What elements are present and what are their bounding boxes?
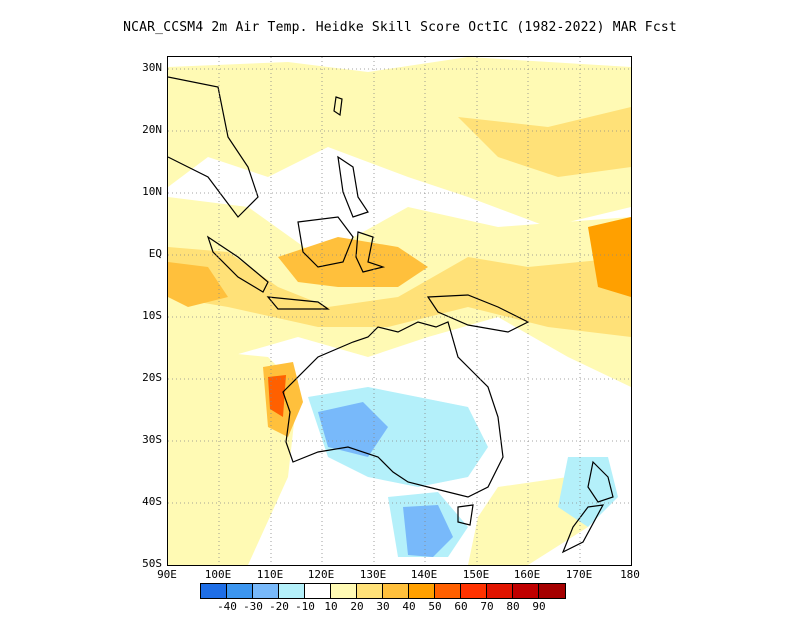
colorbar-label-10: 70 [480, 600, 494, 613]
colorbar-swatch-9 [435, 584, 461, 598]
colorbar-label-2: -20 [269, 600, 289, 613]
colorbar-label-12: 90 [532, 600, 546, 613]
colorbar-label-8: 50 [428, 600, 442, 613]
lat-label-10s: 10S [142, 309, 162, 322]
lon-label-150e: 150E [462, 568, 490, 581]
lon-label-180: 180 [620, 568, 640, 581]
borneo-coastline [297, 216, 354, 268]
mainland-sea-coastline [168, 76, 259, 218]
shade-blue-australia-mid [318, 402, 388, 457]
lon-label-170e: 170E [565, 568, 593, 581]
tasmania-coastline [457, 504, 474, 526]
colorbar-label-1: -30 [243, 600, 263, 613]
colorbar-swatch-13 [539, 584, 565, 598]
colorbar-swatch-3 [279, 584, 305, 598]
colorbar-swatch-11 [487, 584, 513, 598]
australia-coastline [282, 321, 504, 498]
lat-label-40s: 40S [142, 495, 162, 508]
java-coastline [266, 296, 330, 310]
shading-layer [168, 57, 631, 565]
shade-blue-south-mid [403, 505, 453, 557]
colorbar-label-9: 60 [454, 600, 468, 613]
map-panel [167, 56, 632, 566]
shade-orange-eq-west [168, 262, 228, 307]
lat-label-10n: 10N [142, 185, 162, 198]
lat-label-50s: 50S [142, 557, 162, 570]
lon-label-100e: 100E [204, 568, 232, 581]
sulawesi-coastline [355, 231, 386, 273]
shade-orange-east [588, 217, 631, 297]
colorbar-label-5: 20 [350, 600, 364, 613]
colorbar-swatch-7 [383, 584, 409, 598]
lon-label-120e: 120E [307, 568, 335, 581]
graticule [168, 57, 631, 565]
lat-label-20s: 20S [142, 371, 162, 384]
colorbar-swatch-12 [513, 584, 539, 598]
lon-label-90e: 90E [157, 568, 177, 581]
colorbar-label-3: -10 [295, 600, 315, 613]
lon-label-110e: 110E [256, 568, 284, 581]
figure-title: NCAR_CCSM4 2m Air Temp. Heidke Skill Sco… [123, 20, 677, 35]
colorbar-swatch-10 [461, 584, 487, 598]
lat-label-eq: EQ [148, 247, 162, 260]
lat-label-20n: 20N [142, 123, 162, 136]
new-guinea-coastline [426, 294, 530, 333]
nz-north-coastline [587, 460, 614, 503]
shade-yellow-eq [168, 247, 631, 337]
coastlines [168, 76, 614, 554]
lon-label-140e: 140E [410, 568, 438, 581]
colorbar-swatch-0 [201, 584, 227, 598]
colorbar [200, 583, 566, 599]
lat-label-30n: 30N [142, 61, 162, 74]
shade-light-yellow-west [168, 347, 298, 565]
colorbar-label-7: 40 [402, 600, 416, 613]
lat-label-30s: 30S [142, 433, 162, 446]
philippines-coastline [337, 155, 369, 218]
colorbar-label-4: 10 [324, 600, 338, 613]
nz-south-coastline [561, 504, 605, 554]
colorbar-swatch-6 [357, 584, 383, 598]
colorbar-swatch-1 [227, 584, 253, 598]
lon-label-160e: 160E [513, 568, 541, 581]
lon-label-130e: 130E [359, 568, 387, 581]
shade-orange-indonesia [278, 237, 428, 287]
sumatra-coastline [206, 235, 269, 293]
shade-light-yellow-tropics [168, 197, 631, 387]
colorbar-label-0: -40 [217, 600, 237, 613]
shade-light-yellow-north [168, 57, 631, 227]
shade-red-wa [268, 375, 286, 417]
shade-blue-nz [558, 457, 618, 527]
skill-score-map [168, 57, 631, 565]
colorbar-label-11: 80 [506, 600, 520, 613]
shade-yellow-pac [458, 107, 631, 177]
colorbar-swatch-4 [305, 584, 331, 598]
colorbar-swatch-5 [331, 584, 357, 598]
colorbar-label-6: 30 [376, 600, 390, 613]
taiwan-coastline [333, 96, 343, 117]
colorbar-swatch-2 [253, 584, 279, 598]
colorbar-swatch-8 [409, 584, 435, 598]
